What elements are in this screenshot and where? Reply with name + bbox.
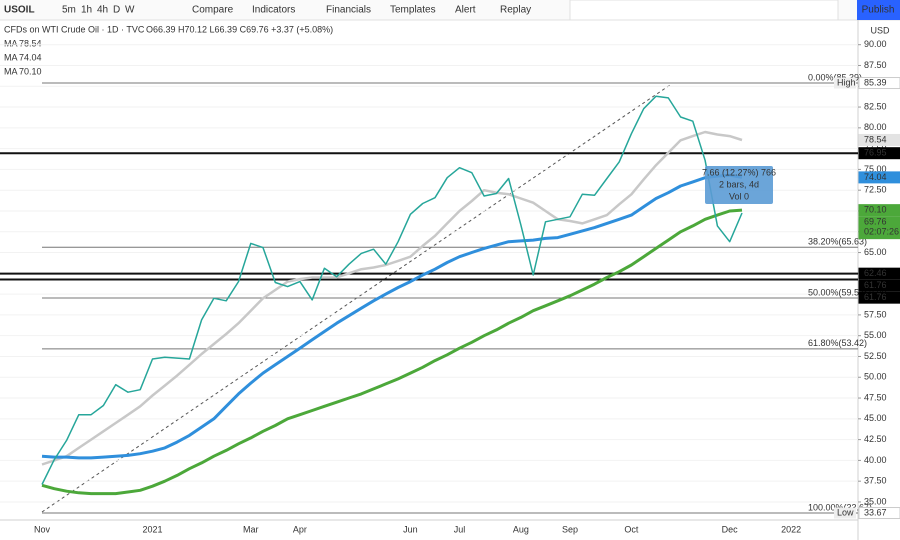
price-tag-label: Low <box>837 507 854 517</box>
series-line <box>41 173 743 460</box>
y-tick-label: 50.00 <box>864 372 887 382</box>
price-badge <box>858 279 900 292</box>
interval[interactable]: 5m <box>62 5 76 16</box>
drawing-tools[interactable] <box>569 0 839 21</box>
x-tick-label: Jul <box>454 524 466 534</box>
price-badge-sub: 02:07:26 <box>864 227 899 237</box>
price-badge <box>858 216 900 240</box>
fib-label: 100.00%(33.67) <box>808 502 872 512</box>
y-tick-label: 80.00 <box>864 122 887 132</box>
y-tick-label: 55.00 <box>864 330 887 340</box>
measure-box <box>705 166 773 204</box>
y-tick-label: 37.50 <box>864 476 887 486</box>
price-tag <box>834 77 856 89</box>
y-tick-label: 45.00 <box>864 413 887 423</box>
y-tick-label: 57.50 <box>864 309 887 319</box>
measure-text: 7.66 (12.27%) 766 <box>702 167 776 177</box>
price-badge <box>858 147 900 160</box>
y-tick-label: 72.50 <box>864 185 887 195</box>
measure-text: Vol 0 <box>729 191 749 201</box>
y-tick-label: 47.50 <box>864 392 887 402</box>
interval[interactable]: 4h <box>97 5 108 16</box>
price-badge-label: 70.10 <box>864 205 887 215</box>
x-tick-label: Mar <box>243 524 259 534</box>
y-tick-label: 90.00 <box>864 39 887 49</box>
publish-label[interactable]: Publish <box>862 5 895 16</box>
price-badge-label: 74.04 <box>864 172 887 182</box>
y-tick-label: 35.00 <box>864 496 887 506</box>
x-tick-label: Sep <box>562 524 578 534</box>
fib-label: 0.00%(85.39) <box>808 72 862 82</box>
y-tick-label: 40.00 <box>864 455 887 465</box>
price-badge-label: 61.76 <box>864 280 887 290</box>
y-tick-label: 87.50 <box>864 60 887 70</box>
legend-ma: MA <box>4 52 18 62</box>
series-line <box>41 208 743 496</box>
x-tick-label: Apr <box>293 524 307 534</box>
x-tick-label: Oct <box>624 524 639 534</box>
toolbar-button[interactable]: Indicators <box>252 5 295 16</box>
x-tick-label: Jun <box>403 524 418 534</box>
x-tick-label: 2022 <box>781 524 801 534</box>
series-line <box>41 95 743 485</box>
price-badge <box>858 133 900 146</box>
interval[interactable]: D <box>113 5 120 16</box>
price-badge <box>858 267 900 280</box>
y-tick-label: 82.50 <box>864 101 887 111</box>
price-badge-label: 61.76 <box>864 292 887 302</box>
fib-label: 61.80%(53.42) <box>808 338 867 348</box>
price-badge-label: 33.67 <box>864 507 887 517</box>
legend-title: CFDs on WTI Crude Oil · 1D · TVC <box>4 24 145 34</box>
legend-ma: MA <box>4 66 18 76</box>
legend-ohlc: O66.39 H70.12 L66.39 C69.76 +3.37 (+5.08… <box>146 24 333 34</box>
x-tick-label: Nov <box>34 524 51 534</box>
price-badge <box>858 204 900 217</box>
price-badge-label: 62.46 <box>864 268 887 278</box>
price-badge-label: 76.95 <box>864 148 887 158</box>
price-tag <box>834 507 856 519</box>
legend-ma: MA <box>4 38 18 48</box>
legend-ma-value: 78.54 <box>19 38 42 48</box>
y-tick-label: 75.00 <box>864 164 887 174</box>
toolbar-button[interactable]: Replay <box>500 5 531 16</box>
measure-text: 2 bars, 4d <box>719 179 759 189</box>
currency[interactable]: USD <box>870 25 890 35</box>
x-tick-label: Dec <box>722 524 739 534</box>
price-badge-label: 85.39 <box>864 77 887 87</box>
toolbar-button[interactable]: Financials <box>326 5 371 16</box>
price-badge <box>858 77 900 90</box>
series-line <box>41 130 743 466</box>
toolbar-button[interactable]: Templates <box>390 5 436 16</box>
interval[interactable]: W <box>125 5 135 16</box>
toolbar-button[interactable]: Compare <box>192 5 234 16</box>
legend-ma-value: 70.10 <box>19 66 42 76</box>
price-tag-label: High <box>837 77 856 87</box>
price-badge-label: 78.54 <box>864 134 887 144</box>
price-badge <box>858 291 900 304</box>
y-tick-label: 65.00 <box>864 247 887 257</box>
symbol[interactable]: USOIL <box>4 5 35 16</box>
y-tick-label: 42.50 <box>864 434 887 444</box>
price-badge-label: 69.76 <box>864 217 887 227</box>
y-tick-label: 52.50 <box>864 351 887 361</box>
legend-ma-value: 74.04 <box>19 52 42 62</box>
interval[interactable]: 1h <box>81 5 92 16</box>
toolbar-button[interactable]: Alert <box>455 5 476 16</box>
toolbar: USOIL 5m 1h 4h D W Compare Indicators Fi… <box>0 0 900 21</box>
publish-button[interactable] <box>857 0 900 20</box>
price-badge <box>858 507 900 520</box>
x-tick-label: 2021 <box>143 524 163 534</box>
x-tick-label: Aug <box>513 524 529 534</box>
price-badge <box>858 171 900 184</box>
fib-label: 38.20%(65.63) <box>808 237 867 247</box>
fib-label: 50.00%(59.53) <box>808 287 867 297</box>
